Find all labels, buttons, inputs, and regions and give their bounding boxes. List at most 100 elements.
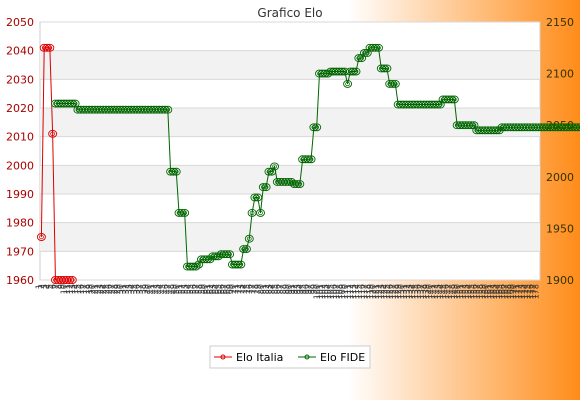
x-tick-label: 18 bbox=[82, 284, 91, 294]
x-tick-label: 64 bbox=[211, 284, 220, 294]
data-point-inner bbox=[578, 125, 580, 130]
data-point-inner bbox=[244, 246, 249, 252]
x-tick-label: 38 bbox=[138, 284, 147, 294]
legend-label-italia: Elo Italia bbox=[236, 351, 283, 364]
x-tick-label: 28 bbox=[110, 284, 119, 294]
data-point-inner bbox=[449, 97, 454, 102]
data-point-inner bbox=[345, 81, 350, 87]
x-tick-label: 166 bbox=[498, 284, 507, 299]
data-point bbox=[362, 49, 372, 57]
data-point-inner bbox=[362, 50, 367, 56]
x-tick-label: 152 bbox=[459, 284, 468, 299]
y-left-tick-label: 2010 bbox=[6, 131, 34, 144]
x-tick-label: 69 bbox=[225, 284, 234, 294]
series-layer bbox=[36, 43, 580, 284]
x-tick-label: 126 bbox=[386, 284, 395, 299]
x-tick-label: 46 bbox=[161, 284, 170, 294]
x-tick-label: 20 bbox=[88, 284, 97, 294]
data-point bbox=[573, 123, 580, 132]
x-tick-label: 10 bbox=[60, 284, 69, 294]
x-tick-label: 144 bbox=[436, 284, 445, 299]
data-point bbox=[312, 123, 322, 132]
data-point-inner bbox=[356, 55, 362, 61]
data-point bbox=[261, 183, 271, 192]
x-tick-label: 77 bbox=[248, 284, 257, 294]
x-tick-label: 48 bbox=[166, 284, 175, 294]
data-point-inner bbox=[50, 131, 55, 136]
y-left-tick-label: 1970 bbox=[6, 245, 34, 258]
x-tick-label: 22 bbox=[93, 284, 102, 294]
x-tick-label: 153 bbox=[461, 284, 470, 299]
x-tick-label: 100 bbox=[312, 284, 321, 299]
x-tick-label: 98 bbox=[307, 284, 316, 294]
data-point bbox=[385, 79, 395, 88]
x-tick-label: 26 bbox=[105, 284, 114, 294]
data-point bbox=[374, 43, 383, 52]
data-point-inner bbox=[451, 97, 457, 102]
x-tick-label: 159 bbox=[478, 284, 487, 299]
x-tick-label: 71 bbox=[231, 284, 240, 294]
x-tick-label: 125 bbox=[383, 284, 392, 299]
x-tick-label: 148 bbox=[447, 284, 456, 299]
data-point-inner bbox=[435, 102, 440, 107]
data-point bbox=[160, 105, 170, 114]
x-tick-label: 25 bbox=[102, 284, 111, 294]
x-tick-label: 70 bbox=[228, 284, 237, 294]
x-tick-label: 119 bbox=[366, 284, 375, 299]
x-tick-label: 49 bbox=[169, 284, 178, 294]
data-point-inner bbox=[162, 107, 168, 112]
data-point bbox=[230, 260, 240, 269]
x-tick-label: 27 bbox=[107, 284, 116, 294]
data-point bbox=[303, 155, 313, 164]
x-tick-label: 139 bbox=[422, 284, 431, 299]
x-tick-label: 149 bbox=[450, 284, 459, 299]
x-tick-label: 110 bbox=[341, 284, 350, 299]
data-point bbox=[376, 64, 386, 73]
x-tick-label: 172 bbox=[515, 284, 524, 299]
x-tick-label: 11 bbox=[62, 284, 71, 294]
x-tick-label: 39 bbox=[141, 284, 150, 294]
data-point-inner bbox=[294, 181, 300, 187]
data-point bbox=[45, 43, 55, 52]
data-point bbox=[576, 123, 580, 132]
data-point-inner bbox=[350, 69, 356, 74]
y-left-tick-label: 2020 bbox=[6, 102, 34, 115]
x-tick-label: 15 bbox=[74, 284, 83, 294]
data-point bbox=[368, 43, 378, 52]
data-point bbox=[233, 260, 243, 269]
legend-item-fide: Elo FIDE bbox=[298, 351, 365, 364]
data-point bbox=[348, 67, 358, 76]
x-tick-label: 80 bbox=[256, 284, 265, 294]
x-tick-label: 150 bbox=[453, 284, 462, 299]
y-left-tick-label: 1960 bbox=[6, 274, 34, 287]
x-tick-label: 75 bbox=[242, 284, 251, 294]
data-point bbox=[256, 208, 265, 217]
data-point-inner bbox=[69, 101, 75, 106]
data-point-inner bbox=[165, 107, 171, 112]
x-tick-label: 147 bbox=[445, 284, 454, 299]
data-point-inner bbox=[47, 45, 53, 50]
data-point-inner bbox=[305, 157, 311, 162]
x-tick-label: 81 bbox=[259, 284, 268, 294]
x-tick-label: 146 bbox=[442, 284, 451, 299]
x-tick-label: 61 bbox=[203, 284, 212, 294]
legend-label-fide: Elo FIDE bbox=[320, 351, 365, 364]
x-tick-label: 161 bbox=[484, 284, 493, 299]
data-point-inner bbox=[227, 252, 232, 257]
x-tick-label: 91 bbox=[287, 284, 296, 294]
data-point-inner bbox=[249, 210, 255, 216]
legend-box bbox=[209, 345, 371, 369]
data-point bbox=[194, 260, 204, 269]
data-point bbox=[382, 64, 392, 73]
x-tick-label: 165 bbox=[495, 284, 504, 299]
x-tick-label: 37 bbox=[136, 284, 145, 294]
data-point bbox=[447, 95, 456, 104]
x-tick-label: 162 bbox=[487, 284, 496, 299]
x-tick-label: 111 bbox=[343, 284, 352, 299]
x-tick-label: 175 bbox=[523, 284, 532, 299]
data-point bbox=[36, 233, 46, 241]
data-point-inner bbox=[182, 210, 188, 216]
x-tick-label: 89 bbox=[282, 284, 291, 294]
